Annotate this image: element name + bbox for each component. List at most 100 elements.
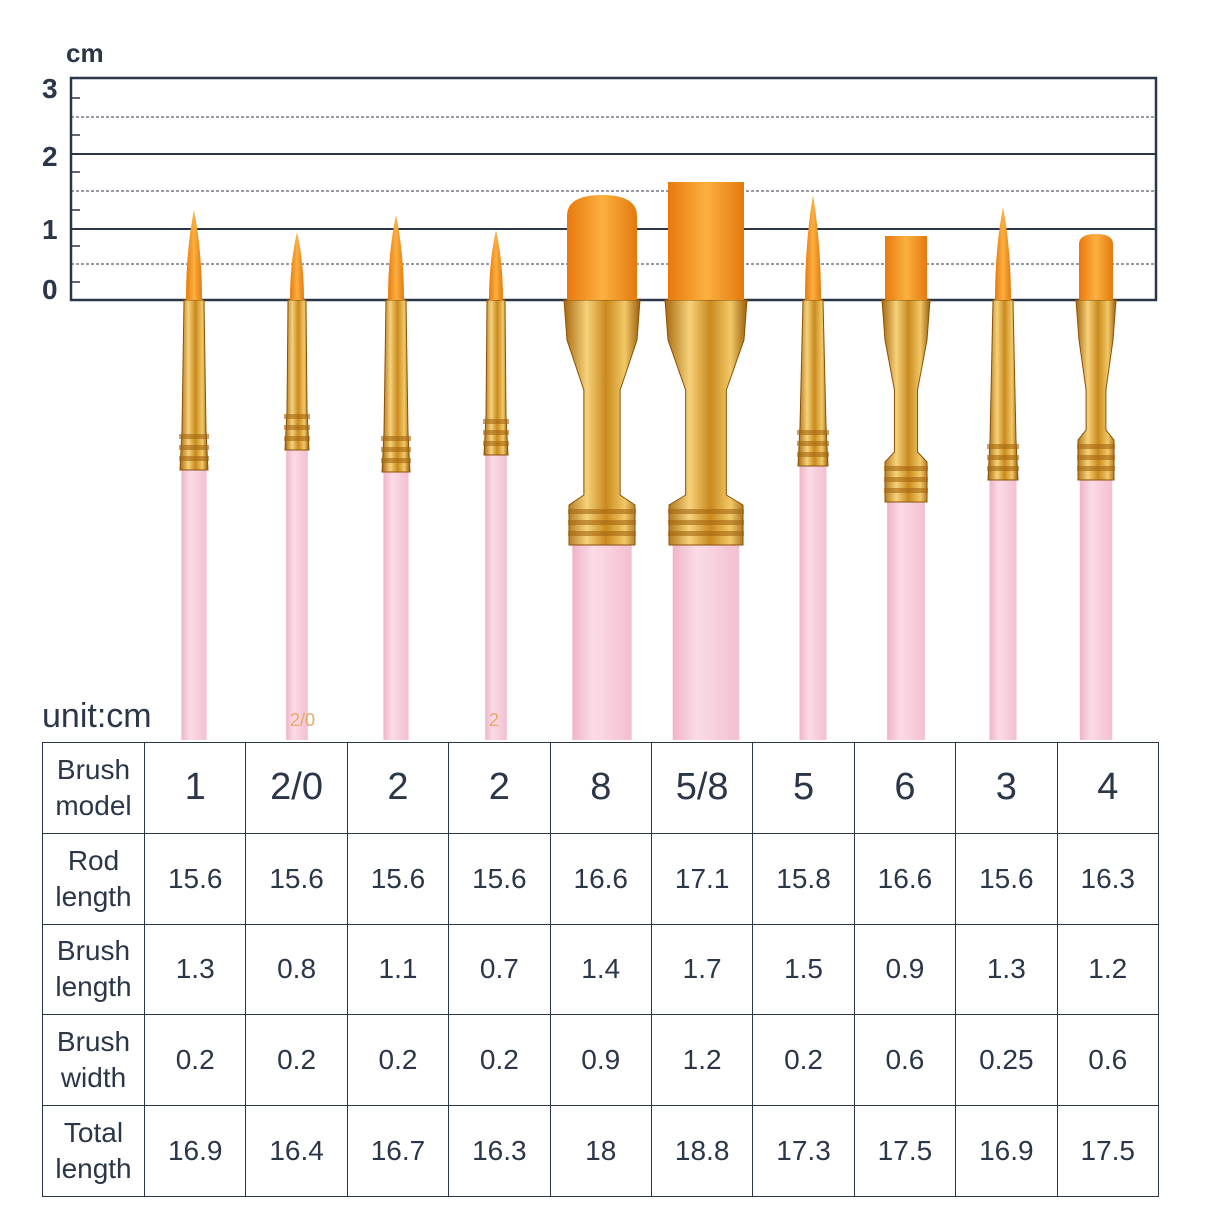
table-cell: 0.7	[448, 923, 551, 1016]
table-row: Brush width 0.2 0.2 0.2 0.2 0.9 1.2 0.2 0.6 0.25 0…	[42, 1014, 1160, 1107]
brush-handle	[181, 466, 207, 740]
table-row: Rod length 15.6 15.6 15.6 15.6 16.6 17.1 15.8 16…	[42, 832, 1160, 925]
brush-ferrule	[1075, 299, 1117, 481]
ruler-tick-2: 2	[42, 141, 58, 172]
brush-handle	[989, 476, 1017, 740]
brush-bristles	[995, 207, 1011, 300]
table-cell: 15.6	[245, 832, 348, 925]
brush-handle	[383, 468, 409, 740]
brush-handle	[672, 541, 740, 740]
ferrule-crimp	[284, 425, 310, 430]
spec-table: Brush model 1 2/0 2 2 8 5/8 5 6 3 4 Rod length 15.6 1…	[42, 742, 1160, 1197]
brush-4: 2	[483, 230, 509, 740]
table-cell: 2/0	[245, 742, 348, 834]
table-cell: 8	[549, 742, 652, 834]
ruler-tick-0: 0	[42, 274, 58, 305]
table-cell: 0.6	[853, 1014, 957, 1107]
table-cell: 15.6	[143, 832, 247, 925]
brush-bristles	[290, 232, 304, 300]
ferrule-crimp	[284, 436, 310, 441]
table-cell: 16.9	[143, 1105, 247, 1197]
ferrule-crimp	[381, 447, 411, 452]
table-cell: 15.6	[448, 832, 551, 925]
handle-marking: 2/0	[290, 710, 315, 730]
table-cell: 16.3	[448, 1105, 551, 1197]
brush-ferrule	[881, 299, 931, 503]
ferrule-crimp	[381, 458, 411, 463]
ferrule-crimp	[1077, 455, 1115, 460]
ferrule-crimp	[381, 436, 411, 441]
brush-bristles	[186, 210, 202, 300]
table-cell: 0.9	[549, 1014, 652, 1107]
table-cell: 1.4	[549, 923, 652, 1016]
brush-bristles	[885, 236, 927, 300]
unit-label: unit:cm	[42, 697, 152, 735]
brush-ferrule	[483, 299, 509, 456]
brush-ferrule	[284, 299, 310, 451]
row-header: Rod length	[42, 832, 145, 925]
table-cell: 0.6	[1056, 1014, 1160, 1107]
ruler-ticks	[71, 97, 80, 283]
table-cell: 15.6	[955, 832, 1058, 925]
ferrule-crimp	[987, 444, 1019, 449]
table-cell: 0.8	[245, 923, 348, 1016]
ferrule-crimp	[884, 477, 928, 482]
ferrule-crimp	[284, 414, 310, 419]
handle-marking: 2	[489, 710, 499, 730]
table-cell: 15.8	[752, 832, 855, 925]
brush-handle	[572, 541, 632, 740]
brush-handle	[485, 451, 507, 740]
brush-bristles	[805, 195, 821, 300]
ferrule-crimp	[1077, 444, 1115, 449]
ferrule-crimp	[797, 441, 829, 446]
ferrule-crimp	[568, 531, 636, 536]
ferrule-crimp	[483, 441, 509, 446]
ferrule-crimp	[987, 466, 1019, 471]
brush-6	[664, 182, 748, 740]
table-cell: 1.1	[346, 923, 450, 1016]
brushes: 2/0 2	[179, 182, 1117, 740]
brush-illustration: cm 3 2 1 0 2/0 2	[42, 38, 1158, 740]
brush-9	[987, 207, 1019, 740]
table-cell: 16.3	[1056, 832, 1160, 925]
table-cell: 1.7	[650, 923, 754, 1016]
ferrule-crimp	[179, 434, 209, 439]
brush-handle	[1079, 476, 1113, 740]
row-header: Brush length	[42, 923, 145, 1016]
brush-8	[881, 236, 931, 740]
brush-ferrule	[987, 299, 1019, 481]
brush-5	[563, 195, 641, 740]
table-cell: 1.5	[752, 923, 855, 1016]
brush-3	[381, 215, 411, 740]
table-cell: 0.2	[245, 1014, 348, 1107]
table-cell: 4	[1056, 742, 1160, 834]
table-cell: 1.3	[955, 923, 1058, 1016]
table-cell: 1.2	[650, 1014, 754, 1107]
table-cell: 2	[448, 742, 551, 834]
table-cell: 16.4	[245, 1105, 348, 1197]
ferrule-crimp	[668, 520, 744, 525]
table-cell: 17.1	[650, 832, 754, 925]
table-row: Total length 16.9 16.4 16.7 16.3 18 18.8 17.3 17…	[42, 1105, 1160, 1197]
ferrule-crimp	[179, 456, 209, 461]
brush-bristles	[567, 195, 637, 300]
ferrule-crimp	[797, 452, 829, 457]
ferrule-crimp	[483, 419, 509, 424]
ferrule-crimp	[568, 509, 636, 514]
ferrule-crimp	[884, 466, 928, 471]
table-row: Brush model 1 2/0 2 2 8 5/8 5 6 3 4	[42, 742, 1160, 834]
table-cell: 17.3	[752, 1105, 855, 1197]
table-row: Brush length 1.3 0.8 1.1 0.7 1.4 1.7 1.5 0.9 1.3 1…	[42, 923, 1160, 1016]
table-cell: 0.9	[853, 923, 957, 1016]
ferrule-crimp	[668, 509, 744, 514]
table-cell: 2	[346, 742, 450, 834]
table-cell: 0.25	[955, 1014, 1058, 1107]
table-cell: 15.6	[346, 832, 450, 925]
brush-ferrule	[563, 299, 641, 546]
table-cell: 1	[143, 742, 247, 834]
table-cell: 18.8	[650, 1105, 754, 1197]
ferrule-crimp	[179, 445, 209, 450]
table-cell: 16.7	[346, 1105, 450, 1197]
brush-10	[1075, 234, 1117, 740]
brush-handle	[286, 446, 308, 740]
